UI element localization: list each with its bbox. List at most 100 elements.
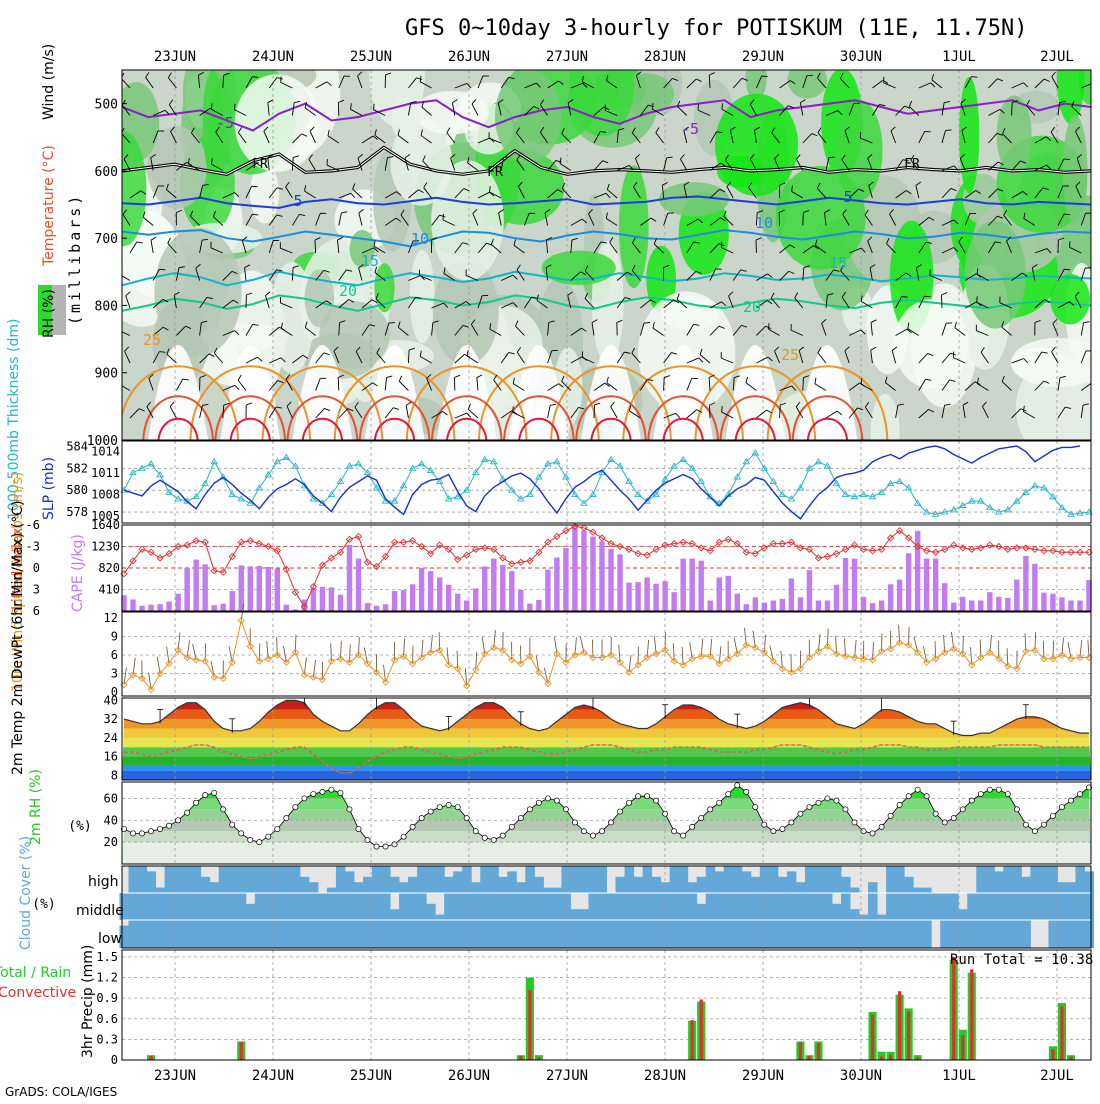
precip-convective-bar: [808, 1056, 811, 1060]
cape-bar: [500, 565, 505, 611]
cloud-bar: [228, 866, 238, 893]
cape-bar: [221, 604, 226, 611]
precip-convective-bar: [691, 1020, 694, 1060]
thickness-marker: [861, 492, 867, 497]
cape-bar: [933, 559, 938, 611]
cloud-bar: [561, 920, 571, 948]
slp-line: [124, 446, 1080, 519]
date-label-bottom: 28JUN: [644, 1068, 686, 1084]
date-label-bottom: 25JUN: [350, 1068, 392, 1084]
temp-fill: [122, 691, 1091, 780]
temp-band: [122, 700, 1091, 709]
cape-bar: [383, 604, 388, 611]
cloud-bar: [543, 920, 553, 948]
precip-tick-label: 0.6: [96, 1012, 118, 1026]
cloud-bar: [679, 920, 689, 948]
rh-marker: [762, 822, 767, 827]
wind-tick-label: 3: [111, 667, 118, 681]
cloud-bar: [634, 920, 644, 948]
cloud-bar: [913, 920, 923, 948]
cape-bar: [879, 601, 884, 611]
cloud-bar: [985, 920, 995, 948]
wind-barb-flag: [716, 269, 722, 270]
cloud-bar: [607, 920, 617, 948]
pressure-tick-label: 700: [95, 232, 118, 247]
rh-marker: [1041, 822, 1046, 827]
rh-marker: [518, 815, 523, 820]
cloud-bar: [688, 882, 698, 893]
cloud-bar: [336, 893, 346, 920]
rh-marker: [726, 791, 731, 796]
cloud-bar: [417, 893, 427, 920]
rh-marker: [464, 815, 469, 820]
cloud-bar: [435, 915, 445, 920]
cloud-bar: [579, 920, 589, 948]
cloud-bar: [652, 877, 662, 893]
cloud-bar: [453, 893, 463, 920]
cape-bar: [455, 594, 460, 611]
precip-convective-bar: [817, 1043, 820, 1060]
rh-marker: [166, 823, 171, 828]
rh-marker: [599, 829, 604, 834]
cloud-bar: [570, 920, 580, 948]
cape-bar: [473, 588, 478, 611]
cloud-bar: [237, 920, 247, 948]
wind-barb: [941, 295, 942, 308]
cloud-bar: [868, 893, 878, 920]
rh-marker: [969, 798, 974, 803]
rh-marker: [897, 802, 902, 807]
cloud-bar: [426, 920, 436, 948]
rh-marker: [635, 794, 640, 799]
cape-bar: [708, 601, 713, 611]
cloud-bar: [408, 877, 418, 893]
cloud-bar: [994, 920, 1004, 948]
cloud-bar: [814, 920, 824, 948]
freezing-label: FR: [487, 165, 503, 180]
date-label-top: 29JUN: [742, 49, 784, 65]
cloud-bar: [877, 920, 887, 948]
cape-bar: [789, 578, 794, 611]
precip-convective-bar: [961, 1035, 964, 1060]
cape-bar: [870, 603, 875, 611]
rh-marker: [960, 807, 965, 812]
cloud-bar: [940, 920, 950, 948]
cloud-bar: [327, 888, 337, 893]
date-label-bottom: 30JUN: [840, 1068, 882, 1084]
cloud-bar: [994, 871, 1004, 893]
cape-bar: [780, 599, 785, 611]
cape-bar: [446, 585, 451, 611]
cloud-bar: [832, 866, 842, 893]
cape-bar: [717, 577, 722, 611]
cape-bar: [617, 554, 622, 611]
cloud-bar: [787, 871, 797, 893]
cloud-bar: [570, 909, 580, 920]
rh-marker: [428, 809, 433, 814]
rh-marker: [870, 831, 875, 836]
cape-bar: [969, 601, 974, 611]
date-label-bottom: 2JUL: [1040, 1068, 1074, 1084]
cape-bar: [951, 603, 956, 611]
li-tick-label: 3: [33, 583, 40, 597]
date-label-bottom: 29JUN: [742, 1068, 784, 1084]
rh-marker: [825, 796, 830, 801]
cape-bar: [257, 566, 262, 611]
cape-bar: [735, 594, 740, 611]
cloud-bar: [1048, 893, 1058, 920]
cloud-bar: [471, 882, 481, 893]
cloud-bar: [805, 866, 815, 893]
cape-bar: [175, 594, 180, 611]
cloud-bar: [886, 920, 896, 948]
rh-marker: [293, 805, 298, 810]
isotherm-label: 20: [743, 298, 761, 316]
rh-tick-label: 60: [104, 791, 118, 805]
rh-marker: [482, 835, 487, 840]
cape-bar: [338, 595, 343, 611]
cape-bar: [662, 581, 667, 611]
cloud-bar: [498, 893, 508, 920]
cloud-bar: [390, 920, 400, 948]
rh-marker: [139, 831, 144, 836]
date-label-top: 2JUL: [1040, 49, 1074, 65]
cloud-bar: [1066, 882, 1076, 893]
rh-marker: [1077, 791, 1082, 796]
cloud-bar: [498, 877, 508, 893]
